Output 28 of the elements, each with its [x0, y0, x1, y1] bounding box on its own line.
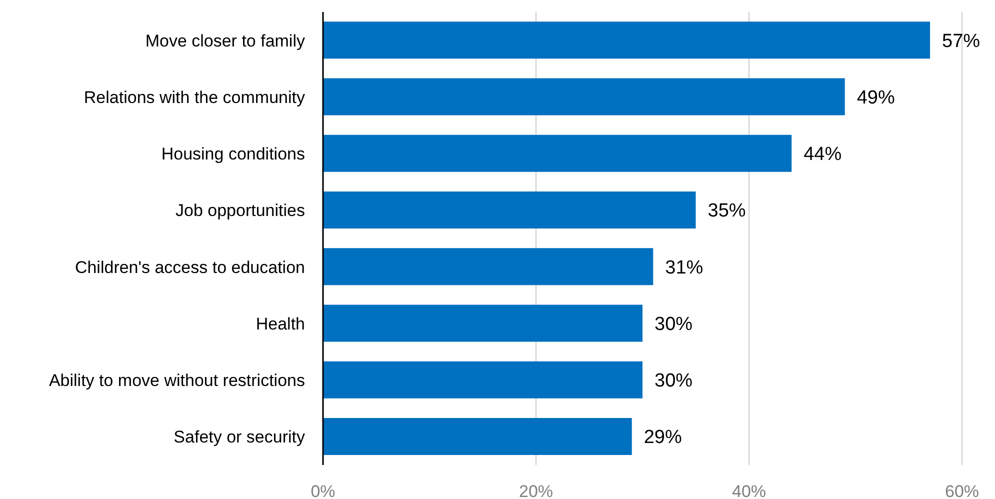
data-label: 44% [804, 144, 842, 166]
bar [323, 418, 632, 455]
bar [323, 134, 792, 172]
data-label: 29% [644, 427, 682, 448]
y-tick-label: Health [256, 314, 305, 334]
data-label: 31% [665, 257, 704, 278]
bar [323, 248, 654, 286]
x-tick-label: 0% [310, 482, 336, 499]
data-label: 30% [654, 370, 693, 392]
y-tick-label: Safety or security [174, 428, 306, 447]
x-tick-label: 60% [944, 482, 980, 499]
data-label: 49% [856, 87, 895, 108]
data-label: 30% [654, 314, 693, 335]
y-tick-label: Relations with the community [84, 88, 306, 107]
bar [323, 304, 642, 342]
bar [323, 22, 930, 59]
bar [323, 361, 642, 398]
y-tick-label: Move closer to family [145, 31, 306, 50]
y-tick-label: Job opportunities [176, 201, 305, 220]
x-tick-label: 40% [732, 482, 766, 499]
data-label: 57% [942, 30, 980, 52]
y-tick-label: Ability to move without restrictions [48, 371, 305, 390]
bar [323, 78, 845, 116]
y-tick-label: Children's access to education [74, 258, 305, 277]
data-label: 35% [708, 200, 746, 222]
bar [323, 192, 696, 228]
y-tick-label: Housing conditions [161, 144, 305, 164]
x-tick-label: 20% [518, 482, 554, 499]
